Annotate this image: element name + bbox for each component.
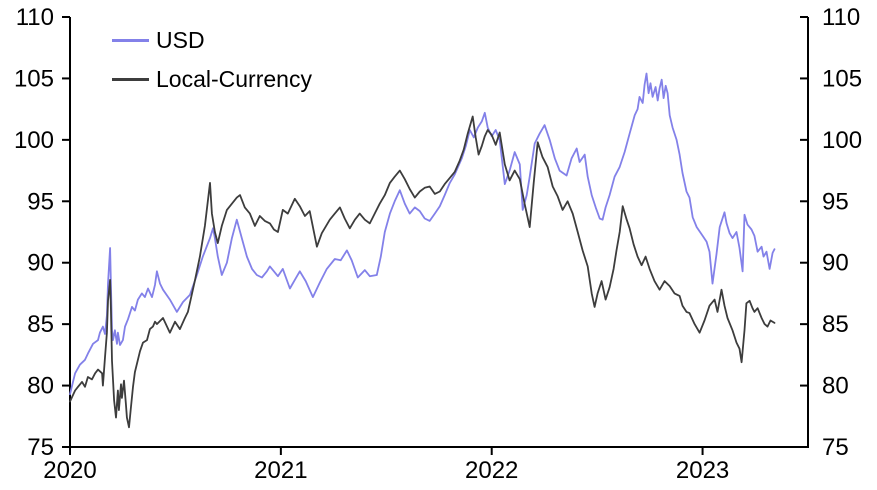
- legend-label-local-currency: Local-Currency: [156, 66, 312, 92]
- legend-item-usd: USD: [112, 27, 312, 53]
- x-axis-tick-label: 2022: [465, 457, 518, 484]
- y-axis-tick-label-right: 110: [822, 4, 860, 31]
- y-axis-tick-label-right: 90: [822, 250, 849, 277]
- y-axis-tick-label-left: 95: [27, 188, 54, 215]
- y-axis-tick-label-right: 85: [822, 311, 849, 338]
- y-axis-tick-label-right: 105: [822, 65, 862, 92]
- x-axis-tick-label: 2020: [43, 457, 96, 484]
- legend-item-local-currency: Local-Currency: [112, 66, 312, 92]
- legend-label-usd: USD: [156, 27, 205, 53]
- series-line-usd: [69, 72, 776, 396]
- local-currency-line-sample: [112, 77, 149, 81]
- y-axis-tick-label-right: 80: [822, 373, 849, 400]
- series-line-local-currency: [69, 115, 776, 429]
- y-axis-tick-label-left: 110: [16, 4, 54, 31]
- y-axis-tick-label-right: 75: [822, 434, 849, 461]
- x-axis-tick-label: 2023: [676, 457, 729, 484]
- y-axis-tick-label-right: 100: [822, 127, 862, 154]
- x-axis-tick-label: 2021: [254, 457, 307, 484]
- y-axis-tick-label-left: 80: [27, 373, 54, 400]
- y-axis-tick-label-left: 90: [27, 250, 54, 277]
- chart-legend: USD Local-Currency: [112, 27, 312, 92]
- y-axis-tick-label-left: 100: [14, 127, 54, 154]
- y-axis-tick-label-right: 95: [822, 188, 849, 215]
- y-axis-tick-label-left: 85: [27, 311, 54, 338]
- y-axis-tick-label-left: 75: [27, 434, 54, 461]
- y-axis-tick-label-left: 105: [14, 65, 54, 92]
- usd-line-sample: [112, 38, 149, 42]
